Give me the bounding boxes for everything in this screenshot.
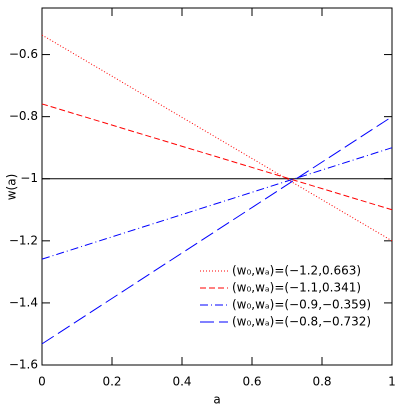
y-tick-label: −0.6 [9, 47, 38, 61]
y-axis-label: w(a) [5, 174, 19, 201]
series-line [41, 34, 393, 242]
x-tick-label: 0.6 [242, 375, 261, 389]
y-tick-label: −0.8 [9, 109, 38, 123]
y-tick-label: −1.6 [9, 358, 38, 372]
x-tick-label: 0.2 [102, 375, 121, 389]
legend-label: (w₀,wₐ)=(−1.1,0.341) [232, 281, 361, 295]
y-tick-label: −1 [20, 171, 38, 185]
legend-label: (w₀,wₐ)=(−1.2,0.663) [232, 264, 361, 278]
x-tick-label: 0 [38, 375, 46, 389]
plot-frame [41, 7, 393, 366]
series-line [41, 116, 393, 345]
legend-label: (w₀,wₐ)=(−0.8,−0.732) [232, 315, 371, 329]
legend-label: (w₀,wₐ)=(−0.9,−0.359) [232, 298, 371, 312]
series-line [41, 103, 393, 211]
x-tick-label: 0.4 [172, 375, 191, 389]
x-tick-label: 1 [388, 375, 396, 389]
y-tick-label: −1.4 [9, 295, 38, 309]
series-line [41, 147, 393, 260]
y-tick-label: −1.2 [9, 233, 38, 247]
x-axis-label: a [213, 393, 220, 407]
x-tick-label: 0.8 [312, 375, 331, 389]
